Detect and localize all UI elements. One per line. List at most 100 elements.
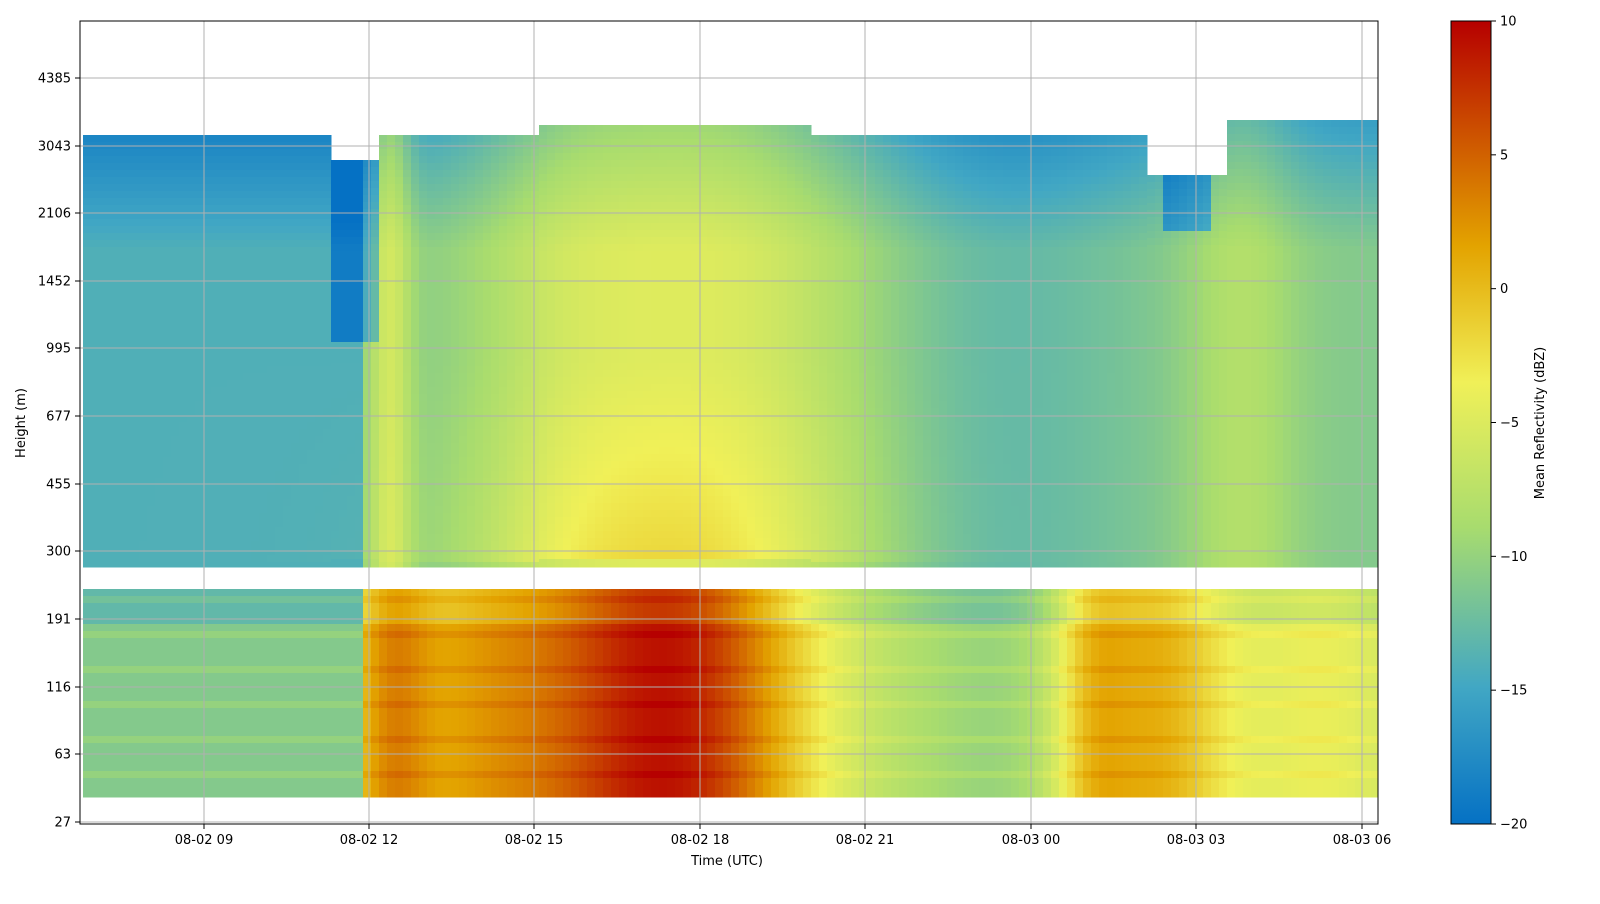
- heatmap-cell-4875: [507, 708, 516, 716]
- heatmap-cell-4876: [507, 715, 516, 723]
- heatmap-cell-4883: [507, 764, 516, 772]
- heatmap-cell-1242: [187, 247, 196, 255]
- heatmap-cell-4332: [459, 771, 468, 779]
- heatmap-cell-3397: [379, 666, 388, 674]
- heatmap-cell-3033: [347, 610, 356, 618]
- heatmap-cell-3262: [363, 328, 372, 336]
- heatmap-cell-3252: [363, 258, 372, 266]
- heatmap-cell-4793: [499, 778, 508, 786]
- heatmap-cell-2473: [291, 492, 300, 500]
- heatmap-cell-2150: [267, 163, 276, 171]
- heatmap-cell-580: [131, 785, 140, 793]
- heatmap-cell-1126: [179, 743, 188, 751]
- heatmap-cell-695: [139, 282, 148, 290]
- heatmap-cell-4938: [507, 485, 516, 493]
- heatmap-cell-3133: [355, 687, 364, 695]
- heatmap-cell-4965: [515, 694, 524, 702]
- heatmap-cell-3497: [387, 722, 396, 730]
- heatmap-cell-227: [99, 226, 108, 234]
- heatmap-cell-3816: [411, 359, 420, 367]
- heatmap-cell-3041: [347, 666, 356, 674]
- heatmap-cell-3178: [355, 363, 364, 371]
- heatmap-cell-2899: [331, 279, 340, 287]
- heatmap-cell-327: [107, 282, 116, 290]
- heatmap-cell-2931: [331, 503, 340, 511]
- heatmap-cell-4082: [435, 289, 444, 297]
- heatmap-cell-83: [83, 506, 92, 514]
- heatmap-cell-3345: [371, 286, 380, 294]
- heatmap-cell-357: [107, 492, 116, 500]
- heatmap-cell-1384: [203, 617, 212, 625]
- heatmap-cell-2277: [275, 408, 284, 416]
- heatmap-cell-2417: [291, 764, 300, 772]
- heatmap-cell-4802: [499, 177, 508, 185]
- heatmap-cell-2946: [339, 624, 348, 632]
- heatmap-cell-4829: [499, 366, 508, 374]
- heatmap-cell-1799: [235, 282, 244, 290]
- heatmap-cell-1108: [179, 617, 188, 625]
- heatmap-cell-510: [123, 275, 132, 283]
- heatmap-cell-2766: [323, 631, 332, 639]
- heatmap-cell-2079: [259, 310, 268, 318]
- heatmap-cell-3092: [347, 384, 356, 392]
- heatmap-cell-677: [139, 156, 148, 164]
- heatmap-cell-4139: [443, 708, 452, 716]
- heatmap-cell-3661: [395, 562, 404, 568]
- heatmap-cell-655: [139, 666, 148, 674]
- heatmap-cell-1714: [227, 331, 236, 339]
- heatmap-cell-2407: [291, 694, 300, 702]
- heatmap-cell-1456: [203, 457, 212, 465]
- heatmap-cell-4455: [467, 324, 476, 332]
- heatmap-cell-4739: [491, 380, 500, 388]
- heatmap-cell-4910: [507, 289, 516, 297]
- heatmap-cell-1853: [243, 680, 252, 688]
- heatmap-cell-2595: [307, 722, 316, 730]
- heatmap-cell-689: [139, 240, 148, 248]
- heatmap-cell-433: [115, 380, 124, 388]
- heatmap-cell-686: [139, 219, 148, 227]
- heatmap-cell-4843: [499, 464, 508, 472]
- heatmap-cell-4391: [459, 520, 468, 528]
- heatmap-cell-2539: [299, 310, 308, 318]
- heatmap-cell-2463: [291, 422, 300, 430]
- heatmap-cell-2490: [299, 631, 308, 639]
- heatmap-cell-4766: [499, 589, 508, 597]
- heatmap-cell-2180: [267, 373, 276, 381]
- heatmap-cell-990: [163, 415, 172, 423]
- heatmap-cell-2266: [275, 331, 284, 339]
- heatmap-cell-29: [83, 792, 92, 798]
- heatmap-cell-2202: [267, 527, 276, 535]
- heatmap-cell-4439: [467, 212, 476, 220]
- heatmap-cell-4845: [499, 478, 508, 486]
- heatmap-cell-1201: [187, 624, 196, 632]
- heatmap-cell-3226: [363, 715, 372, 723]
- heatmap-cell-761: [147, 764, 156, 772]
- heatmap-cell-3770: [411, 701, 420, 709]
- heatmap-cell-3323: [371, 771, 380, 779]
- heatmap-cell-1778: [235, 135, 244, 143]
- heatmap-cell-3135: [355, 701, 364, 709]
- heatmap-cell-3881: [419, 170, 428, 178]
- heatmap-cell-2805: [323, 240, 332, 248]
- heatmap-cell-4645: [483, 366, 492, 374]
- heatmap-cell-2634: [307, 331, 316, 339]
- heatmap-cell-2801: [323, 212, 332, 220]
- heatmap-cell-3405: [379, 722, 388, 730]
- heatmap-cell-531: [123, 422, 132, 430]
- heatmap-cell-1560: [211, 541, 220, 549]
- heatmap-cell-4729: [491, 310, 500, 318]
- heatmap-cell-1266: [187, 415, 196, 423]
- heatmap-cell-2075: [259, 282, 268, 290]
- heatmap-cell-4988: [515, 191, 524, 199]
- heatmap-cell-446: [115, 471, 124, 479]
- heatmap-cell-1140: [179, 177, 188, 185]
- heatmap-cell-1391: [203, 666, 212, 674]
- heatmap-cell-4241: [451, 778, 460, 786]
- heatmap-cell-4014: [427, 457, 436, 465]
- heatmap-cell-54: [83, 303, 92, 311]
- heatmap-cell-3427: [379, 212, 388, 220]
- heatmap-cell-4486: [467, 541, 476, 549]
- heatmap-cell-3793: [411, 198, 420, 206]
- heatmap-cell-2303: [283, 610, 292, 618]
- heatmap-cell-994: [163, 443, 172, 451]
